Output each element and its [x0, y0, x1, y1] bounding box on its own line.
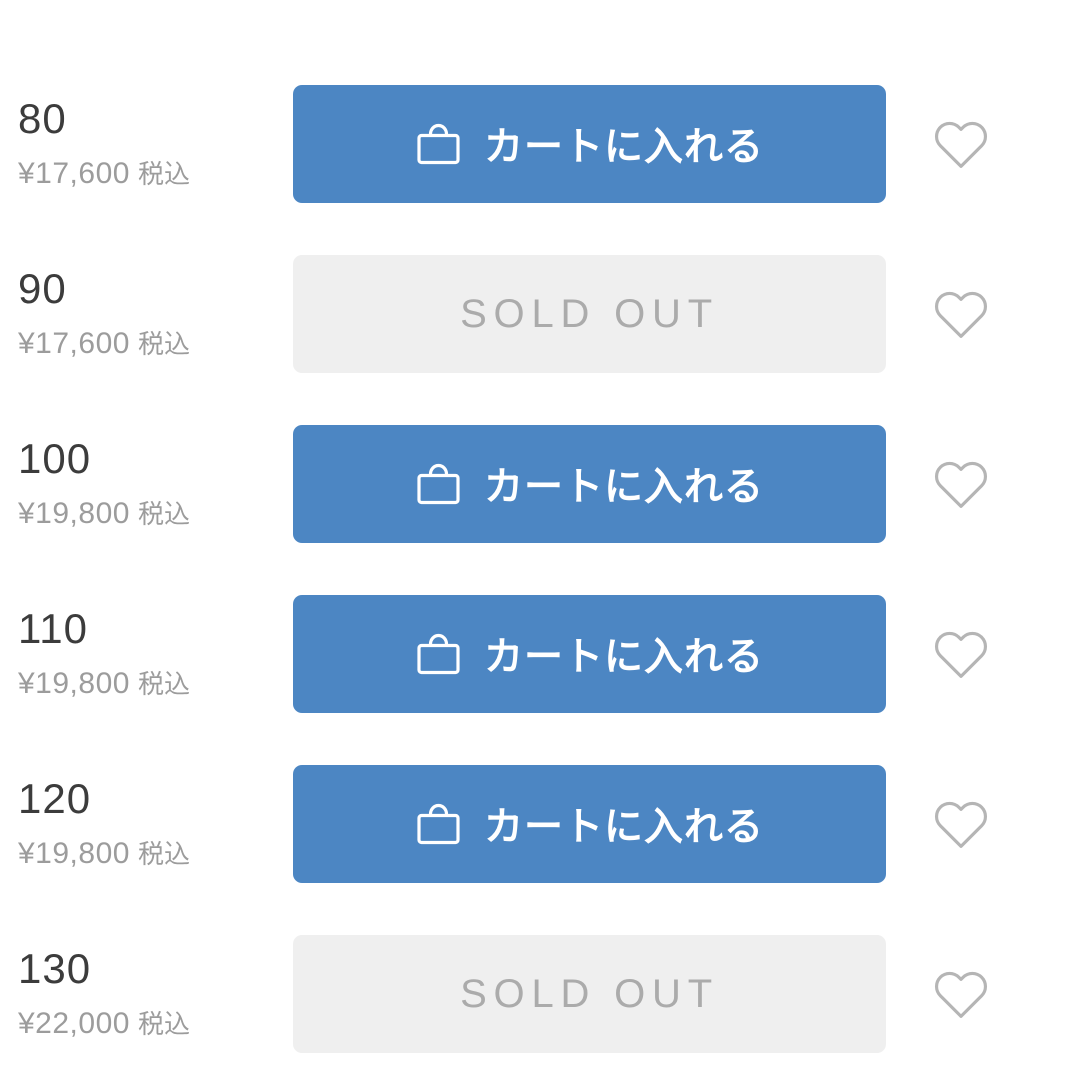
heart-icon: [935, 971, 987, 1018]
size-info: 110 ¥19,800 税込: [18, 604, 293, 701]
favorite-button[interactable]: [932, 116, 990, 172]
price-value: ¥19,800: [18, 837, 130, 871]
button-label: SOLD OUT: [460, 971, 719, 1016]
price-value: ¥19,800: [18, 497, 130, 531]
price-line: ¥17,600 税込: [18, 154, 283, 191]
size-label: 130: [18, 944, 92, 992]
tax-label: 税込: [137, 329, 190, 360]
size-info: 120 ¥19,800 税込: [18, 774, 293, 871]
sold-out-button: SOLD OUT: [293, 935, 886, 1053]
size-info: 130 ¥22,000 税込: [18, 944, 293, 1041]
price-value: ¥22,000: [18, 1007, 130, 1041]
price-value: ¥17,600: [18, 157, 130, 191]
button-label: カートに入れる: [483, 636, 764, 679]
favorite-column: [886, 966, 1036, 1022]
price-line: ¥17,600 税込: [18, 324, 283, 361]
favorite-column: [886, 456, 1036, 512]
button-label: カートに入れる: [483, 806, 764, 849]
favorite-button[interactable]: [932, 966, 990, 1022]
size-row: 100 ¥19,800 税込 カートに入れる: [0, 399, 1073, 569]
favorite-column: [886, 796, 1036, 852]
heart-icon: [935, 631, 987, 678]
add-to-cart-button[interactable]: カートに入れる: [293, 85, 886, 203]
shopping-bag-icon: [417, 803, 460, 844]
shopping-bag-icon: [417, 463, 460, 504]
tax-label: 税込: [137, 1009, 190, 1040]
favorite-button[interactable]: [932, 626, 990, 682]
heart-icon: [935, 291, 987, 338]
size-info: 80 ¥17,600 税込: [18, 94, 293, 191]
button-label: カートに入れる: [483, 126, 764, 169]
heart-icon: [935, 121, 987, 168]
sold-out-button: SOLD OUT: [293, 255, 886, 373]
button-label: カートに入れる: [483, 466, 764, 509]
size-label: 120: [18, 774, 92, 822]
favorite-button[interactable]: [932, 796, 990, 852]
price-value: ¥17,600: [18, 327, 130, 361]
favorite-column: [886, 286, 1036, 342]
size-label: 90: [18, 264, 67, 312]
size-row: 120 ¥19,800 税込 カートに入れる: [0, 739, 1073, 909]
size-label: 100: [18, 434, 92, 482]
add-to-cart-button[interactable]: カートに入れる: [293, 425, 886, 543]
heart-icon: [935, 801, 987, 848]
tax-label: 税込: [137, 159, 190, 190]
size-label: 110: [18, 604, 88, 652]
favorite-column: [886, 626, 1036, 682]
size-row: 130 ¥22,000 税込 SOLD OUT: [0, 909, 1073, 1079]
price-line: ¥19,800 税込: [18, 664, 283, 701]
favorite-button[interactable]: [932, 456, 990, 512]
price-line: ¥22,000 税込: [18, 1004, 283, 1041]
size-row: 90 ¥17,600 税込 SOLD OUT: [0, 229, 1073, 399]
favorite-button[interactable]: [932, 286, 990, 342]
tax-label: 税込: [137, 499, 190, 530]
price-line: ¥19,800 税込: [18, 834, 283, 871]
size-info: 100 ¥19,800 税込: [18, 434, 293, 531]
add-to-cart-button[interactable]: カートに入れる: [293, 595, 886, 713]
size-info: 90 ¥17,600 税込: [18, 264, 293, 361]
size-row: 80 ¥17,600 税込 カートに入れる: [0, 59, 1073, 229]
size-label: 80: [18, 94, 67, 142]
add-to-cart-button[interactable]: カートに入れる: [293, 765, 886, 883]
favorite-column: [886, 116, 1036, 172]
price-value: ¥19,800: [18, 667, 130, 701]
button-label: SOLD OUT: [460, 291, 719, 336]
tax-label: 税込: [137, 839, 190, 870]
shopping-bag-icon: [417, 633, 460, 674]
tax-label: 税込: [137, 669, 190, 700]
size-row: 110 ¥19,800 税込 カートに入れる: [0, 569, 1073, 739]
shopping-bag-icon: [417, 123, 460, 164]
price-line: ¥19,800 税込: [18, 494, 283, 531]
heart-icon: [935, 461, 987, 508]
